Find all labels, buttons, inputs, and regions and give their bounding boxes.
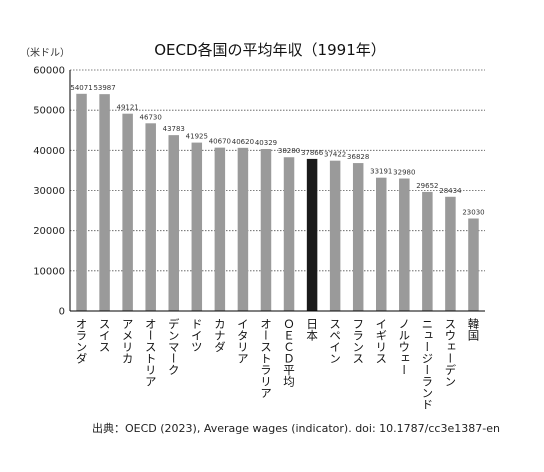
category-label: 韓国 — [466, 318, 480, 342]
bar — [422, 191, 433, 311]
y-tick-label: 40000 — [33, 146, 65, 157]
bar — [283, 157, 295, 311]
data-label: 40670 — [209, 138, 231, 146]
category-label: アメリカ — [121, 318, 135, 364]
data-label: 37866 — [301, 149, 324, 157]
bar — [76, 93, 87, 311]
bar — [376, 177, 387, 311]
data-label: 40329 — [255, 139, 277, 147]
bar — [352, 163, 364, 311]
data-label: 53987 — [93, 84, 115, 92]
category-label: カナダ — [213, 318, 227, 353]
axes: 0 10000 20000 30000 40000 50000 60000 — [33, 66, 485, 318]
category-label: ＯＥＣＤ平均 — [282, 318, 296, 388]
category-label: スイス — [98, 318, 112, 353]
data-label: 46730 — [140, 113, 162, 121]
gridlines — [70, 69, 485, 272]
bar — [99, 94, 110, 311]
y-axis-unit: （米ドル） — [20, 46, 70, 59]
bar — [306, 158, 318, 311]
data-label: 49121 — [116, 104, 138, 112]
data-label: 38280 — [278, 147, 300, 155]
bar — [237, 147, 249, 311]
data-label: 28434 — [439, 187, 462, 195]
data-label: 54071 — [70, 84, 92, 92]
y-tick-label: 30000 — [33, 186, 65, 197]
y-tick-label: 50000 — [33, 106, 65, 117]
bar — [214, 147, 226, 311]
data-label: 40620 — [232, 138, 254, 146]
category-label: オランダ — [75, 318, 89, 364]
category-label: スペイン — [328, 318, 342, 364]
data-label: 36828 — [347, 153, 369, 161]
source-note: 出典：OECD (2023), Average wages (indicator… — [92, 422, 500, 435]
category-label: デンマーク — [167, 317, 181, 375]
chart-title: OECD各国の平均年収（1991年） — [154, 41, 385, 59]
data-label: 37422 — [324, 151, 346, 159]
bar — [260, 149, 272, 311]
category-label: オーストラリア — [259, 318, 273, 399]
bar — [168, 135, 179, 311]
bar-chart: OECD各国の平均年収（1991年） （米ドル） 54071 53987 49121… — [20, 41, 485, 410]
category-label: ドイツ — [190, 318, 204, 353]
data-label: 29652 — [416, 182, 438, 190]
bars — [76, 93, 479, 311]
bar — [329, 160, 341, 311]
data-label: 32980 — [393, 169, 415, 177]
data-label: 23030 — [462, 208, 484, 216]
bar — [399, 178, 410, 311]
data-label: 43783 — [163, 125, 185, 133]
category-label: ニュージーランド — [420, 318, 434, 410]
category-label: オーストリア — [144, 318, 158, 387]
bar — [445, 196, 456, 311]
bar — [122, 113, 133, 311]
y-tick-label: 20000 — [33, 226, 65, 237]
bar — [145, 123, 156, 311]
category-label: スウェーデン — [443, 318, 457, 387]
category-label: ノルウェー — [397, 318, 411, 376]
category-label: フランス — [351, 318, 365, 364]
bar — [191, 142, 203, 311]
y-tick-label: 10000 — [33, 266, 65, 277]
y-tick-label: 60000 — [33, 66, 65, 77]
data-label: 33191 — [370, 168, 392, 176]
bar — [468, 218, 479, 311]
y-tick-label: 0 — [59, 307, 65, 318]
category-label: イタリア — [236, 318, 250, 364]
category-label: イギリス — [374, 318, 388, 364]
category-labels: オランダ スイス アメリカ オーストリア デンマーク ドイツ カナダ イタリア オーストラリア Ｏ… — [75, 317, 481, 410]
data-label: 41925 — [186, 133, 208, 141]
category-label: 日本 — [305, 318, 319, 342]
